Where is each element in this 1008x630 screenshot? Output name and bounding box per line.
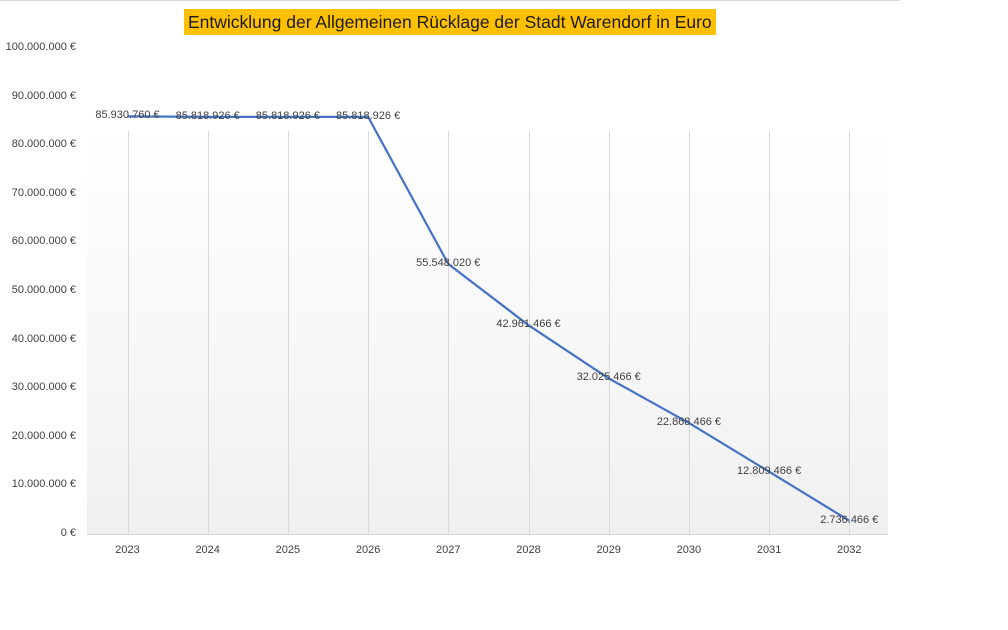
y-tick-label: 80.000.000 € [11, 138, 76, 151]
top-border [0, 0, 900, 1]
x-tick-label: 2024 [195, 544, 220, 556]
chart-title: Entwicklung der Allgemeinen Rücklage der… [184, 9, 716, 35]
y-tick-label: 70.000.000 € [11, 186, 76, 199]
y-tick-label: 40.000.000 € [11, 332, 76, 345]
x-tick-label: 2030 [676, 544, 702, 556]
data-label: 12.809.466 € [736, 464, 802, 477]
x-tick-label: 2028 [516, 544, 541, 556]
data-label: 22.868.466 € [656, 415, 722, 428]
data-label: 32.025.466 € [576, 371, 641, 384]
y-tick-label: 20.000.000 € [11, 429, 76, 442]
x-tick-label: 2029 [596, 544, 621, 556]
data-label: 85.930.760 € [95, 109, 160, 122]
category-gridlines [128, 131, 850, 534]
data-label: 42.961.466 € [496, 318, 561, 331]
y-tick-label: 10.000.000 € [11, 478, 76, 491]
x-tick-label: 2025 [275, 544, 301, 556]
data-label: 85.818.926 € [335, 109, 401, 122]
x-tick-label: 2032 [837, 544, 862, 556]
y-tick-label: 30.000.000 € [11, 381, 76, 394]
data-label: 85.818.926 € [255, 109, 321, 122]
x-tick-label: 2026 [355, 544, 381, 556]
x-tick-label: 2023 [115, 544, 140, 556]
data-label: 55.548.020 € [416, 257, 481, 270]
data-label: 85.818.926 € [175, 109, 240, 122]
data-label: 2.736.466 € [820, 513, 879, 526]
y-tick-label: 0 € [60, 527, 76, 539]
plot-area [87, 131, 888, 534]
x-tick-label: 2031 [756, 544, 782, 556]
y-tick-label: 100.000.000 € [5, 41, 76, 53]
x-tick-label: 2027 [436, 544, 461, 556]
series-line [127, 115, 850, 522]
y-tick-label: 50.000.000 € [11, 284, 76, 296]
y-tick-label: 60.000.000 € [11, 235, 76, 248]
y-tick-label: 90.000.000 € [11, 89, 76, 102]
